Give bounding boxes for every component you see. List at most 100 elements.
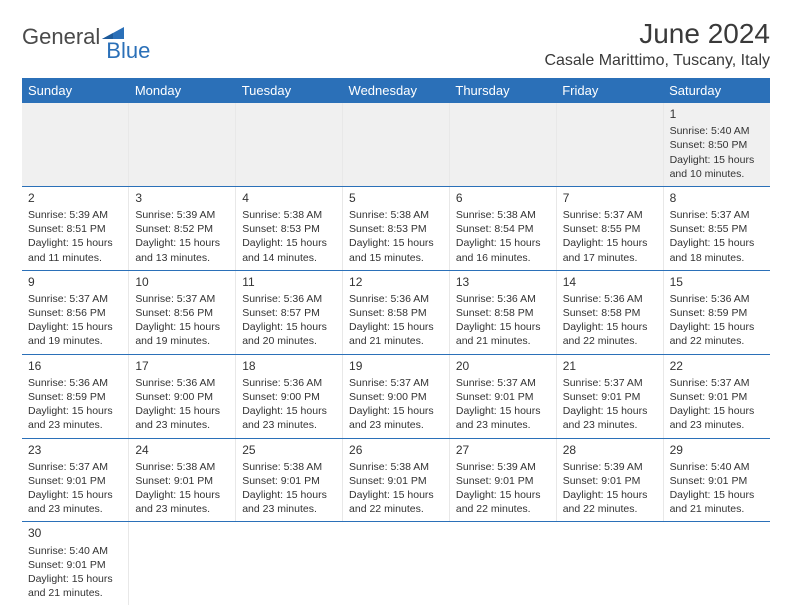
- day-info-line: Sunrise: 5:37 AM: [135, 292, 229, 306]
- day-info-line: Sunset: 9:00 PM: [135, 390, 229, 404]
- calendar-week-row: 23Sunrise: 5:37 AMSunset: 9:01 PMDayligh…: [22, 438, 770, 522]
- calendar-day-cell: [556, 103, 663, 186]
- day-info-line: Sunset: 8:59 PM: [670, 306, 764, 320]
- calendar-day-cell: 4 Sunrise: 5:38 AMSunset: 8:53 PMDaylight…: [236, 186, 343, 270]
- day-info-line: Sunset: 9:01 PM: [242, 474, 336, 488]
- day-info-line: Daylight: 15 hours and 23 minutes.: [28, 488, 122, 516]
- calendar-day-cell: [129, 103, 236, 186]
- day-info-line: Daylight: 15 hours and 16 minutes.: [456, 236, 550, 264]
- weekday-header: Monday: [129, 78, 236, 103]
- calendar-day-cell: 2Sunrise: 5:39 AMSunset: 8:51 PMDaylight…: [22, 186, 129, 270]
- day-number: 8: [670, 190, 764, 206]
- calendar-day-cell: 22Sunrise: 5:37 AMSunset: 9:01 PMDayligh…: [663, 354, 770, 438]
- day-number: 5: [349, 190, 443, 206]
- day-info-line: Sunset: 8:58 PM: [563, 306, 657, 320]
- calendar-day-cell: 24Sunrise: 5:38 AMSunset: 9:01 PMDayligh…: [129, 438, 236, 522]
- day-info-line: Sunset: 8:53 PM: [349, 222, 443, 236]
- day-info-line: Daylight: 15 hours and 21 minutes.: [28, 572, 122, 600]
- day-info-line: Sunrise: 5:38 AM: [135, 460, 229, 474]
- day-info-line: Daylight: 15 hours and 21 minutes.: [456, 320, 550, 348]
- day-number: 11: [242, 274, 336, 290]
- day-info-line: Sunrise: 5:40 AM: [670, 460, 764, 474]
- day-number: 25: [242, 442, 336, 458]
- day-info-line: Daylight: 15 hours and 15 minutes.: [349, 236, 443, 264]
- day-info-line: Daylight: 15 hours and 22 minutes.: [563, 320, 657, 348]
- day-info-line: Daylight: 15 hours and 23 minutes.: [563, 404, 657, 432]
- weekday-header: Saturday: [663, 78, 770, 103]
- day-number: 17: [135, 358, 229, 374]
- day-info-line: Sunset: 9:01 PM: [670, 390, 764, 404]
- calendar-week-row: 9Sunrise: 5:37 AMSunset: 8:56 PMDaylight…: [22, 270, 770, 354]
- day-number: 7: [563, 190, 657, 206]
- day-info-line: Daylight: 15 hours and 21 minutes.: [349, 320, 443, 348]
- logo-text-blue: Blue: [106, 38, 150, 64]
- day-info-line: Daylight: 15 hours and 23 minutes.: [456, 404, 550, 432]
- calendar-day-cell: 5 Sunrise: 5:38 AMSunset: 8:53 PMDaylight…: [343, 186, 450, 270]
- location: Casale Marittimo, Tuscany, Italy: [544, 52, 770, 70]
- day-info-line: Daylight: 15 hours and 11 minutes.: [28, 236, 122, 264]
- day-info-line: Sunset: 9:01 PM: [456, 390, 550, 404]
- day-info-line: Daylight: 15 hours and 17 minutes.: [563, 236, 657, 264]
- day-info-line: Daylight: 15 hours and 19 minutes.: [135, 320, 229, 348]
- day-info-line: Sunrise: 5:36 AM: [670, 292, 764, 306]
- calendar-day-cell: 10Sunrise: 5:37 AMSunset: 8:56 PMDayligh…: [129, 270, 236, 354]
- day-info-line: Sunrise: 5:37 AM: [28, 460, 122, 474]
- calendar-body: 1Sunrise: 5:40 AMSunset: 8:50 PMDaylight…: [22, 103, 770, 605]
- day-info-line: Sunrise: 5:36 AM: [456, 292, 550, 306]
- calendar-day-cell: 13Sunrise: 5:36 AMSunset: 8:58 PMDayligh…: [449, 270, 556, 354]
- calendar-day-cell: 26Sunrise: 5:38 AMSunset: 9:01 PMDayligh…: [343, 438, 450, 522]
- day-info-line: Sunrise: 5:39 AM: [28, 208, 122, 222]
- day-info-line: Sunset: 8:55 PM: [670, 222, 764, 236]
- day-number: 1: [670, 106, 764, 122]
- day-info-line: Daylight: 15 hours and 23 minutes.: [670, 404, 764, 432]
- day-number: 4: [242, 190, 336, 206]
- day-info-line: Sunrise: 5:40 AM: [28, 544, 122, 558]
- calendar-day-cell: 27Sunrise: 5:39 AMSunset: 9:01 PMDayligh…: [449, 438, 556, 522]
- calendar-table: Sunday Monday Tuesday Wednesday Thursday…: [22, 78, 770, 605]
- calendar-day-cell: 6Sunrise: 5:38 AMSunset: 8:54 PMDaylight…: [449, 186, 556, 270]
- day-number: 27: [456, 442, 550, 458]
- day-info-line: Daylight: 15 hours and 23 minutes.: [135, 404, 229, 432]
- day-info-line: Sunrise: 5:39 AM: [135, 208, 229, 222]
- calendar-day-cell: [556, 522, 663, 605]
- day-number: 21: [563, 358, 657, 374]
- day-info-line: Sunrise: 5:36 AM: [135, 376, 229, 390]
- logo: General Blue: [22, 24, 150, 50]
- calendar-day-cell: [449, 522, 556, 605]
- calendar-day-cell: [236, 103, 343, 186]
- day-info-line: Sunset: 9:00 PM: [349, 390, 443, 404]
- day-info-line: Sunrise: 5:38 AM: [242, 208, 336, 222]
- day-number: 22: [670, 358, 764, 374]
- day-info-line: Sunset: 9:01 PM: [28, 474, 122, 488]
- day-number: 14: [563, 274, 657, 290]
- day-number: 2: [28, 190, 122, 206]
- day-info-line: Daylight: 15 hours and 22 minutes.: [563, 488, 657, 516]
- calendar-day-cell: 19Sunrise: 5:37 AMSunset: 9:00 PMDayligh…: [343, 354, 450, 438]
- calendar-week-row: 2Sunrise: 5:39 AMSunset: 8:51 PMDaylight…: [22, 186, 770, 270]
- day-info-line: Sunrise: 5:38 AM: [242, 460, 336, 474]
- day-number: 26: [349, 442, 443, 458]
- day-info-line: Sunset: 8:52 PM: [135, 222, 229, 236]
- calendar-week-row: 16Sunrise: 5:36 AMSunset: 8:59 PMDayligh…: [22, 354, 770, 438]
- calendar-day-cell: [449, 103, 556, 186]
- day-info-line: Sunrise: 5:38 AM: [349, 208, 443, 222]
- calendar-day-cell: 7Sunrise: 5:37 AMSunset: 8:55 PMDaylight…: [556, 186, 663, 270]
- day-info-line: Daylight: 15 hours and 14 minutes.: [242, 236, 336, 264]
- calendar-day-cell: [663, 522, 770, 605]
- day-info-line: Sunrise: 5:40 AM: [670, 124, 764, 138]
- day-info-line: Daylight: 15 hours and 23 minutes.: [28, 404, 122, 432]
- day-info-line: Daylight: 15 hours and 10 minutes.: [670, 153, 764, 181]
- day-info-line: Sunset: 8:58 PM: [349, 306, 443, 320]
- calendar-day-cell: 12Sunrise: 5:36 AMSunset: 8:58 PMDayligh…: [343, 270, 450, 354]
- day-number: 24: [135, 442, 229, 458]
- day-info-line: Sunrise: 5:39 AM: [563, 460, 657, 474]
- weekday-header: Wednesday: [343, 78, 450, 103]
- calendar-day-cell: [22, 103, 129, 186]
- day-info-line: Sunset: 8:53 PM: [242, 222, 336, 236]
- day-number: 15: [670, 274, 764, 290]
- weekday-header: Sunday: [22, 78, 129, 103]
- calendar-day-cell: 8Sunrise: 5:37 AMSunset: 8:55 PMDaylight…: [663, 186, 770, 270]
- day-number: 9: [28, 274, 122, 290]
- day-info-line: Sunset: 8:55 PM: [563, 222, 657, 236]
- calendar-day-cell: 20Sunrise: 5:37 AMSunset: 9:01 PMDayligh…: [449, 354, 556, 438]
